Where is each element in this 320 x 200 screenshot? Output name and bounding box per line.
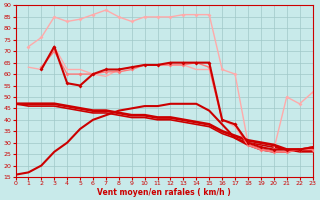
X-axis label: Vent moyen/en rafales ( km/h ): Vent moyen/en rafales ( km/h ) xyxy=(97,188,231,197)
